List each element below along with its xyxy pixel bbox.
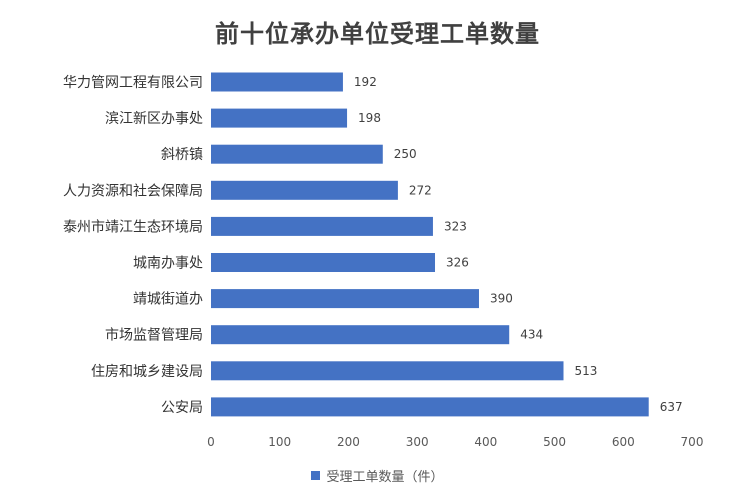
category-labels: 华力管网工程有限公司滨江新区办事处斜桥镇人力资源和社会保障局泰州市靖江生态环境局… <box>63 75 203 416</box>
category-label: 华力管网工程有限公司 <box>63 75 203 91</box>
bars-group <box>211 72 649 417</box>
x-tick-label: 200 <box>337 435 360 449</box>
category-label: 泰州市靖江生态环境局 <box>63 218 203 235</box>
x-tick-label: 0 <box>207 435 215 449</box>
data-label: 637 <box>660 400 683 414</box>
data-label: 326 <box>446 256 469 270</box>
legend: 受理工单数量（件） <box>0 466 755 485</box>
x-tick-label: 500 <box>543 435 566 449</box>
category-label: 滨江新区办事处 <box>105 111 203 127</box>
bar <box>211 180 398 200</box>
x-tick-label: 700 <box>681 435 704 449</box>
category-label: 斜桥镇 <box>161 147 203 163</box>
x-axis-ticks: 0 100 200 300 400 500 600 700 <box>207 435 703 449</box>
data-label: 250 <box>394 147 417 161</box>
bar <box>211 325 510 345</box>
bar <box>211 72 343 92</box>
bar <box>211 289 479 309</box>
bar <box>211 397 649 417</box>
category-label: 人力资源和社会保障局 <box>63 183 203 199</box>
x-tick-label: 300 <box>406 435 429 449</box>
data-label: 272 <box>409 183 432 197</box>
bar <box>211 216 433 236</box>
category-label: 住房和城乡建设局 <box>91 364 203 380</box>
category-label: 公安局 <box>161 400 203 416</box>
data-labels: 192 198 250 272 323 326 390 434 513 637 <box>354 75 683 414</box>
data-label: 513 <box>575 364 598 378</box>
data-label: 434 <box>520 328 543 342</box>
category-label: 市场监督管理局 <box>105 327 203 344</box>
chart-title: 前十位承办单位受理工单数量 <box>215 19 540 48</box>
bar <box>211 144 383 164</box>
data-label: 198 <box>358 111 381 125</box>
bar <box>211 361 564 381</box>
data-label: 192 <box>354 75 377 89</box>
bar <box>211 108 348 128</box>
legend-swatch <box>311 471 321 480</box>
category-label: 城南办事处 <box>133 256 203 272</box>
x-tick-label: 600 <box>612 435 635 449</box>
bar <box>211 253 436 272</box>
legend-label: 受理工单数量（件） <box>326 470 444 485</box>
x-tick-label: 400 <box>474 435 497 449</box>
data-label: 323 <box>444 219 467 233</box>
category-label: 靖城街道办 <box>133 292 203 308</box>
data-label: 390 <box>490 292 513 306</box>
x-tick-label: 100 <box>268 435 291 449</box>
